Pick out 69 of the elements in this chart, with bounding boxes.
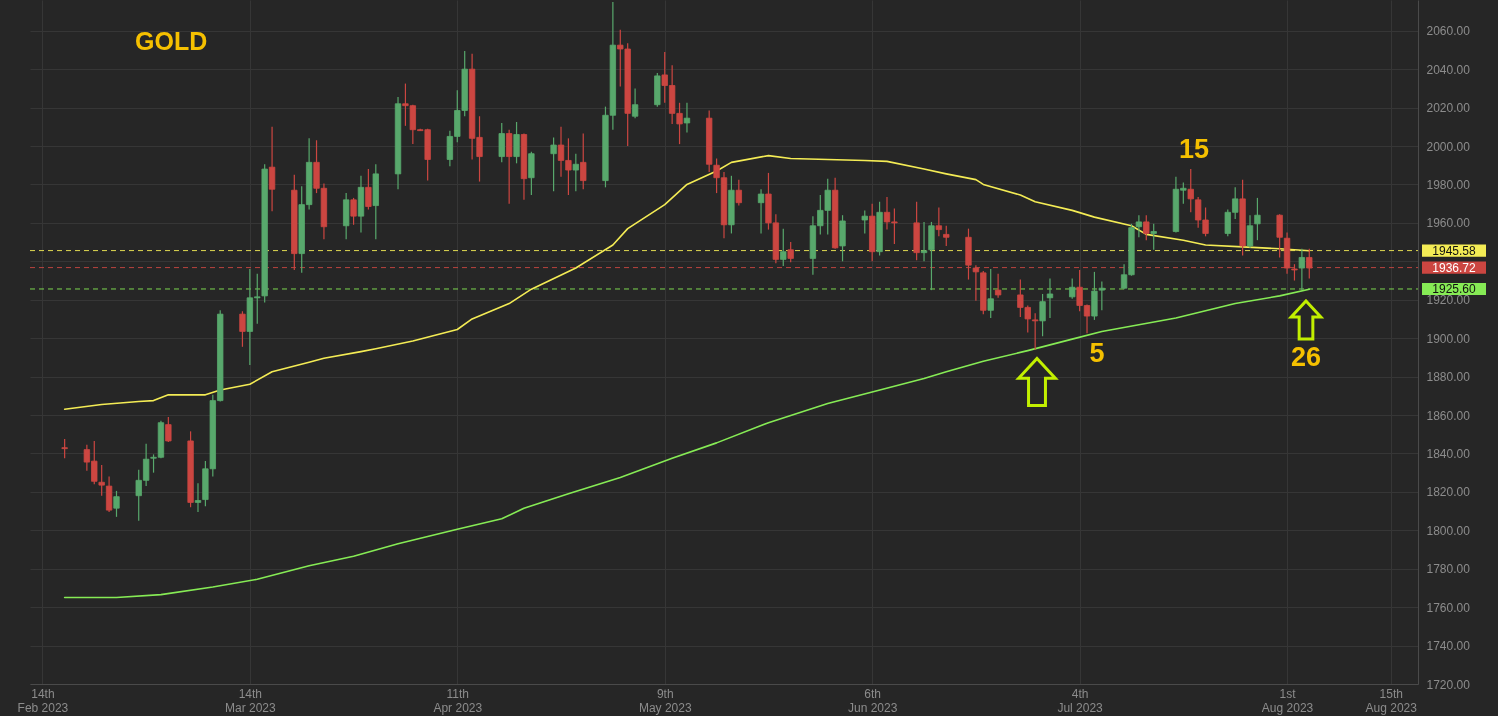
candlestick [365,168,372,211]
y-tick-label: 1820.00 [1426,485,1471,500]
x-tick-label: 15th Aug 2023 [1365,686,1418,715]
candlestick [780,228,787,267]
candlestick [1276,213,1283,259]
candlestick [787,241,794,263]
ref-line-label: 1925.60 [1432,281,1477,296]
candlestick [1046,278,1054,319]
y-tick-label: 2040.00 [1426,62,1471,77]
x-tick-label: 9th May 2023 [638,686,692,715]
x-tick-label: 11th Apr 2023 [433,686,483,715]
candlestick [572,153,579,192]
y-tick-label: 1740.00 [1426,639,1471,654]
ref-line-label: 1945.58 [1432,243,1477,258]
y-tick-label: 1900.00 [1426,331,1471,346]
candlestick [239,310,246,348]
candlestick [1069,278,1076,300]
candlestick [194,482,202,513]
candlestick [513,121,520,164]
ref-line-label: 1936.72 [1432,260,1477,275]
x-tick-label: 14th Feb 2023 [17,686,69,715]
candlestick [987,268,994,319]
candlestick [935,206,942,237]
candlestick [268,126,276,212]
candlestick [550,136,557,192]
candlestick [735,179,742,207]
candlestick [580,132,587,190]
y-tick-label: 1800.00 [1426,523,1471,538]
y-tick-label: 1980.00 [1426,177,1471,192]
candlestick [920,221,928,262]
text: GOLD [135,27,208,55]
candlestick [683,102,691,134]
y-tick-label: 2020.00 [1426,101,1471,116]
candlestick [165,416,172,443]
y-tick-label: 1960.00 [1426,216,1471,231]
candlestick [1246,214,1254,249]
y-tick-label: 1840.00 [1426,446,1471,461]
candlestick [943,225,950,247]
annotation: 26 [1290,342,1322,372]
candlestick [1254,197,1261,241]
y-tick-label: 1880.00 [1426,370,1471,385]
candlestick [1298,248,1306,291]
candlestick [861,209,868,235]
x-tick-label: 1st Aug 2023 [1261,686,1314,715]
x-tick-label: 14th Mar 2023 [225,686,277,715]
candlestick [113,490,120,518]
y-tick-label: 2000.00 [1426,139,1471,154]
candlestick [1150,223,1157,251]
y-tick-label: 1860.00 [1426,408,1471,423]
annotation: 15 [1178,134,1210,164]
y-tick-label: 1920.00 [1426,293,1471,308]
y-tick-label: 2060.00 [1426,24,1471,39]
candlestick [631,87,639,119]
candlestick [1306,248,1313,280]
candlestick [350,197,357,226]
candlestick [1135,214,1143,238]
candlestick [1039,293,1046,337]
annotation: 5 [1089,338,1105,368]
y-tick-label: 1760.00 [1426,600,1471,615]
candlestick [506,129,513,205]
y-tick-label: 1720.00 [1426,677,1471,692]
candlestick [1143,214,1150,241]
y-tick-label: 1780.00 [1426,562,1471,577]
x-tick-label: 4th Jul 2023 [1057,686,1104,715]
candlestick [757,188,765,235]
candlestick [498,122,505,163]
candlestick [61,438,68,459]
x-tick-label: 6th Jun 2023 [847,686,898,715]
candlestick [994,273,1002,299]
